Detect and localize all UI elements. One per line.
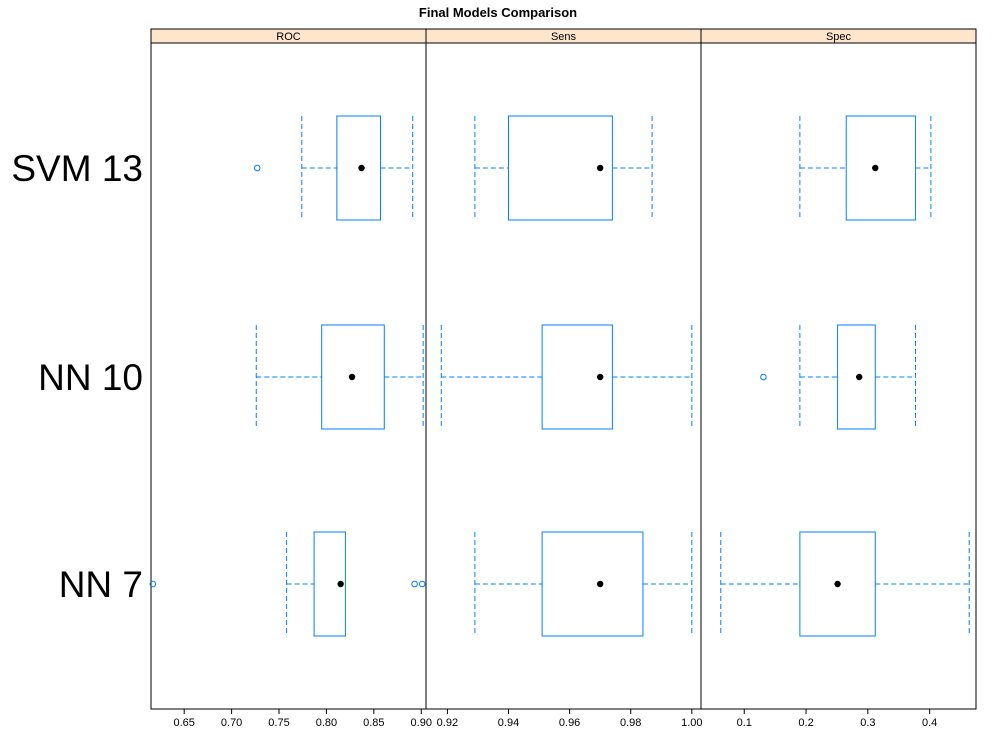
box-iqr (541, 531, 644, 637)
boxplot-svm-13 (799, 115, 932, 221)
box-iqr (336, 115, 381, 221)
boxplot-nn-7 (720, 531, 970, 637)
strip-label-sens: Sens (551, 31, 577, 43)
median-dot (856, 373, 863, 381)
median-dot (872, 164, 879, 172)
y-label-svm-13: SVM 13 (11, 148, 143, 189)
outlier-point (411, 580, 418, 588)
median-dot (337, 580, 344, 588)
x-tick-label: 0.85 (363, 717, 384, 729)
boxplot-nn-10 (255, 324, 424, 430)
box-iqr (845, 115, 916, 221)
outlier-point (149, 580, 157, 588)
box-iqr (837, 324, 876, 430)
median-dot (596, 164, 604, 172)
panel-frame (700, 42, 977, 710)
median-dot (358, 164, 365, 172)
x-tick-label: 0.3 (860, 717, 875, 729)
x-tick-label: 0.4 (922, 717, 937, 729)
median-dot (348, 373, 356, 381)
x-tick-label: 0.98 (620, 717, 641, 729)
box-iqr (508, 115, 613, 221)
boxplot-svm-13 (253, 115, 414, 221)
x-tick-label: 0.65 (173, 717, 194, 729)
outlier-point (760, 373, 767, 381)
x-tick-label: 0.94 (498, 717, 519, 729)
panel-sens: Sens 0.92 0.94 0.96 0.98 1.00 (425, 28, 703, 729)
strip-label-spec: Spec (826, 31, 852, 43)
x-tick-label: 0.92 (437, 717, 458, 729)
y-axis-model-labels: SVM 13 NN 10 NN 7 (11, 148, 143, 605)
boxplot-nn-10 (440, 324, 693, 430)
outlier-point (253, 164, 261, 172)
boxplot-svm-13 (474, 115, 653, 221)
panel-roc: ROC 0.65 0.70 0.75 0.80 0.85 0.90 (149, 28, 432, 729)
box-iqr (541, 324, 613, 430)
outlier-point (418, 580, 426, 588)
strip-label-roc: ROC (276, 31, 301, 43)
y-label-nn-10: NN 10 (38, 357, 143, 398)
median-dot (834, 580, 841, 588)
x-tick-label: 0.70 (221, 717, 242, 729)
panel-spec: Spec 0.1 0.2 0.3 0.4 (700, 28, 977, 729)
y-label-nn-7: NN 7 (59, 564, 143, 605)
panel-frame (425, 42, 702, 710)
box-iqr (799, 531, 876, 637)
boxplot-nn-7 (149, 531, 426, 637)
chart-panels: ROC 0.65 0.70 0.75 0.80 0.85 0.90 Sens 0.92 0.94 0… (149, 28, 977, 729)
boxplot-nn-10 (760, 324, 916, 430)
x-tick-label: 0.90 (411, 717, 432, 729)
chart-title: Final Models Comparison (419, 5, 577, 20)
x-tick-label: 0.75 (268, 717, 289, 729)
x-tick-label: 1.00 (681, 717, 702, 729)
median-dot (596, 580, 604, 588)
median-dot (596, 373, 604, 381)
x-tick-label: 0.2 (798, 717, 813, 729)
boxplot-nn-7 (474, 531, 693, 637)
box-iqr (313, 531, 346, 637)
box-iqr (321, 324, 385, 430)
x-tick-label: 0.1 (737, 717, 752, 729)
x-tick-label: 0.96 (559, 717, 580, 729)
x-tick-label: 0.80 (316, 717, 337, 729)
